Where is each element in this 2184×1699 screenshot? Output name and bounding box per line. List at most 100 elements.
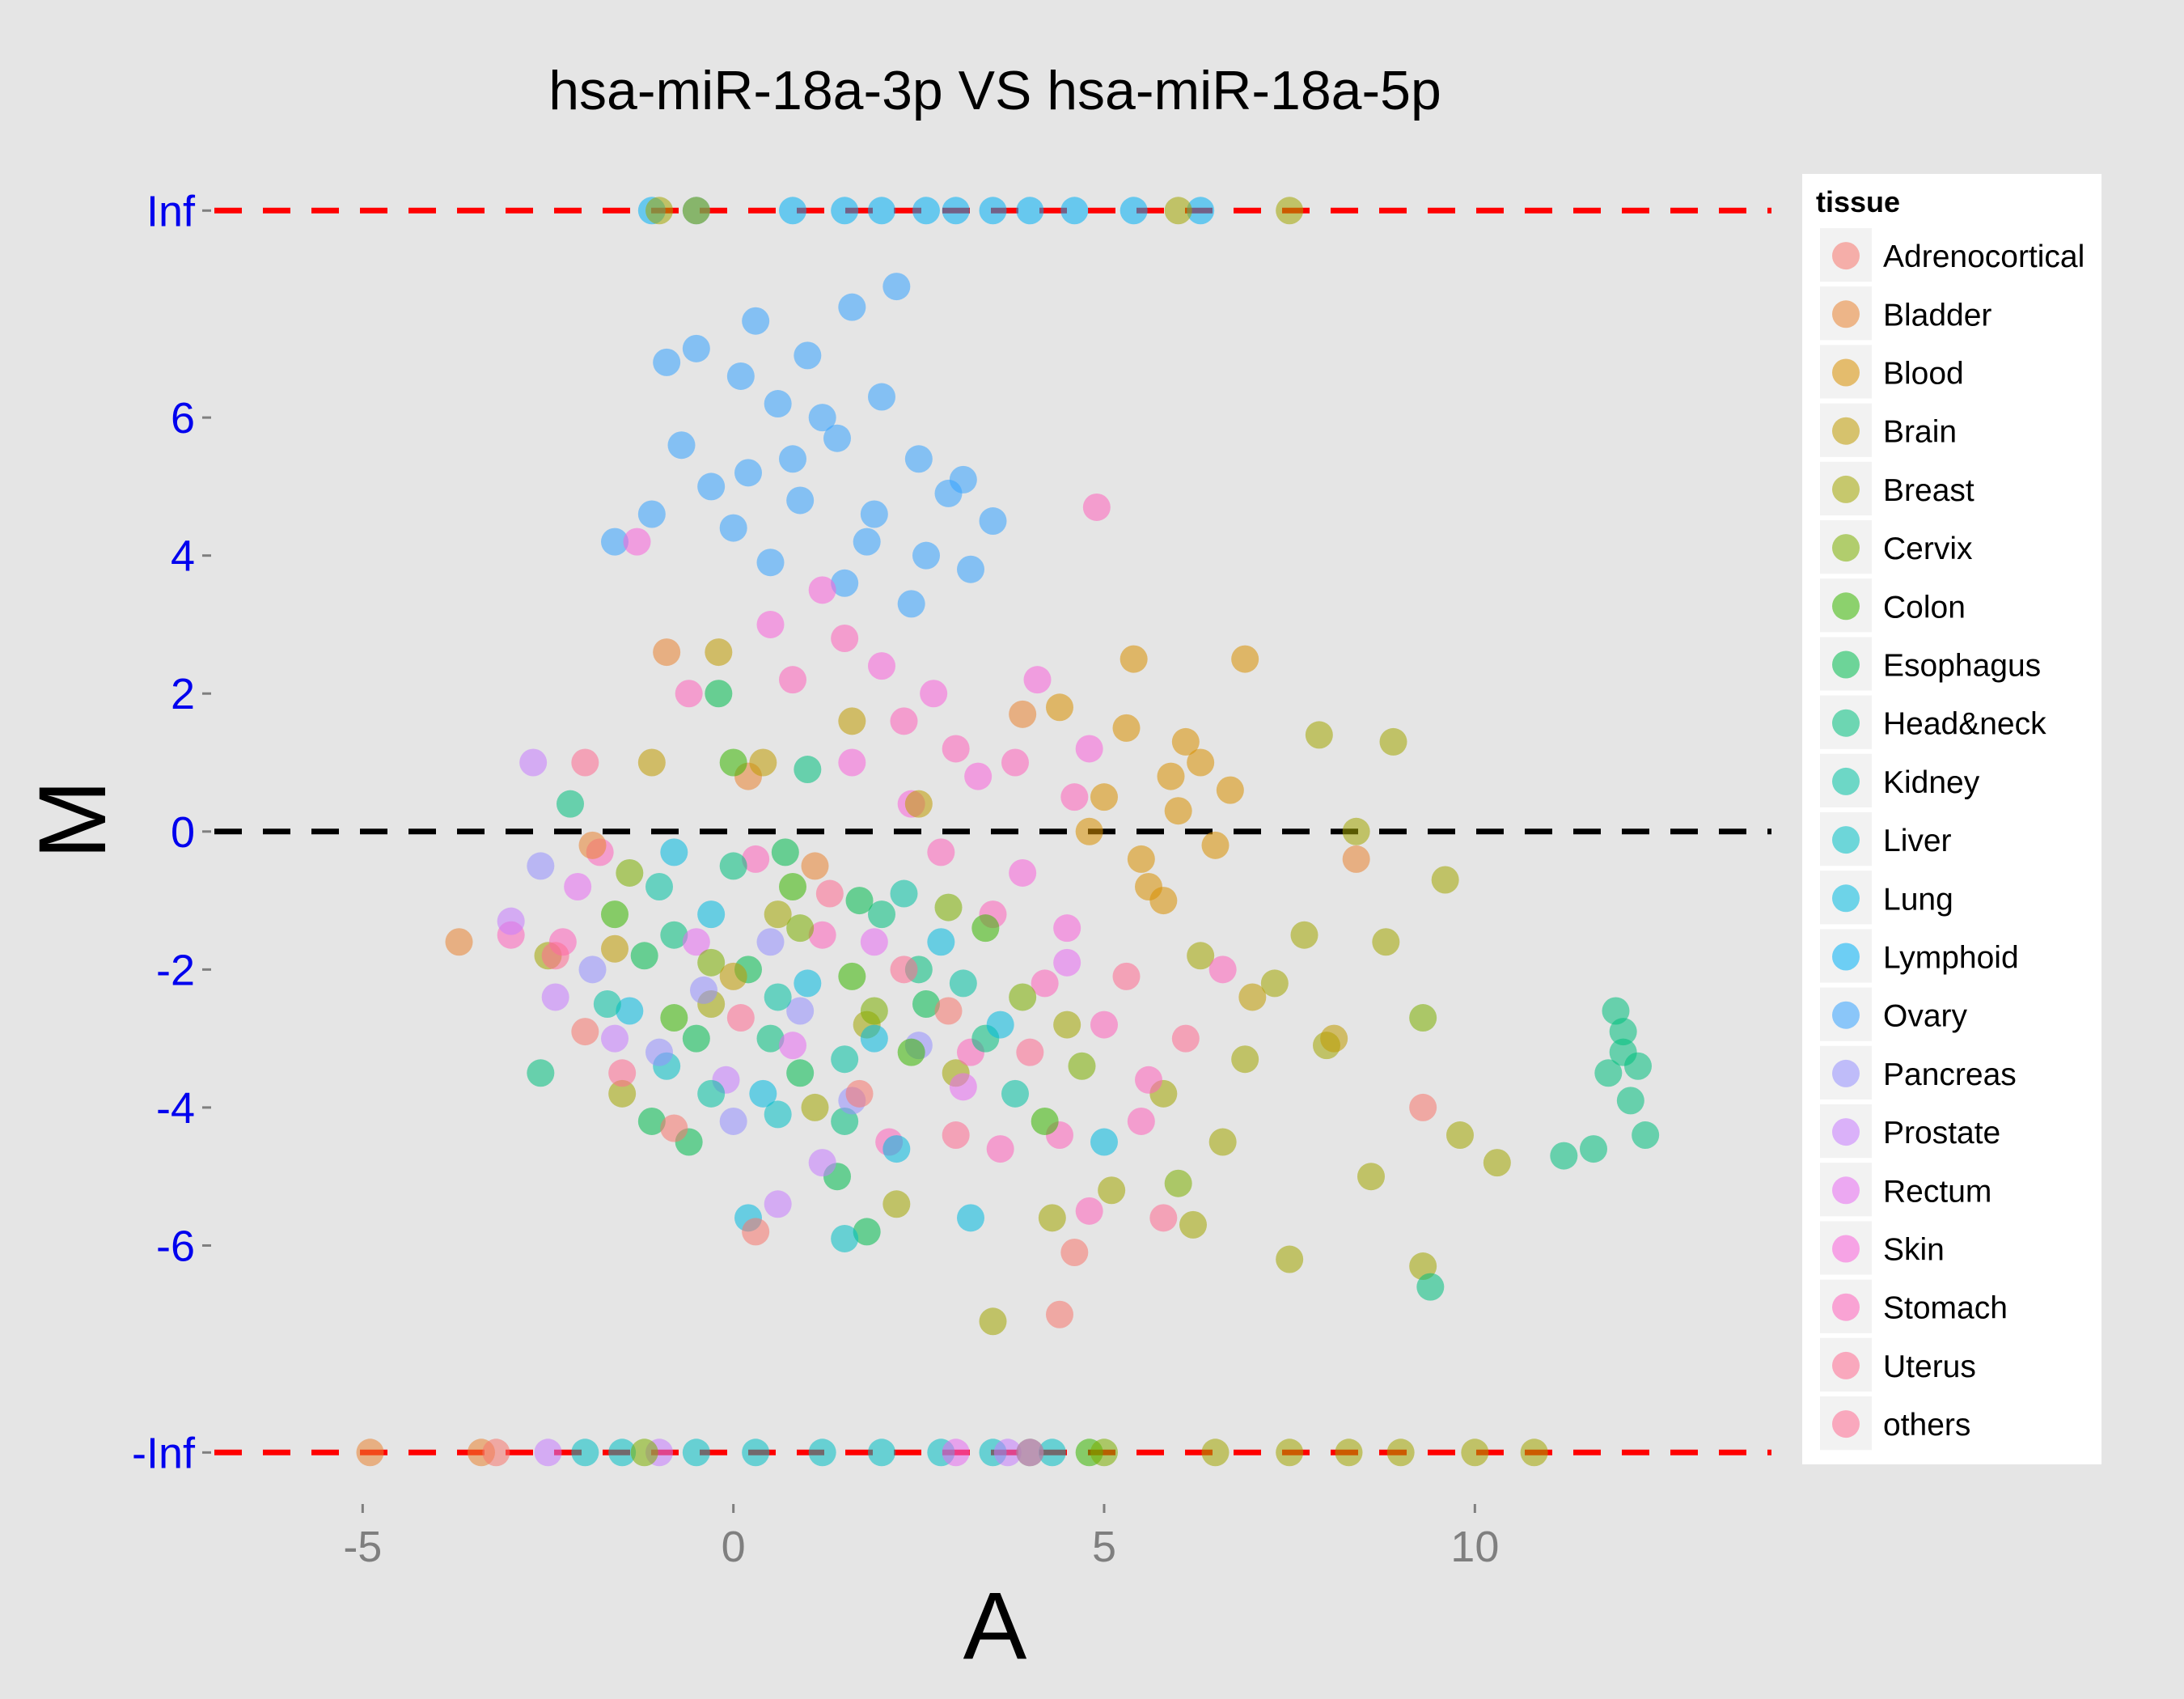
- point-breast-39: [1187, 942, 1215, 970]
- point-prostate-2: [541, 983, 569, 1011]
- legend-swatch-rectum: [1832, 1176, 1860, 1205]
- y-tick-label-6: -4: [156, 1084, 195, 1133]
- point-adrenocortical-6: [1046, 1300, 1073, 1328]
- legend-label-bladder: Bladder: [1883, 298, 1991, 333]
- legend-label-prostate: Prostate: [1883, 1116, 2000, 1150]
- point-ovary-0: [653, 348, 681, 376]
- point-esophagus-9: [771, 838, 799, 866]
- point-colon-1: [779, 873, 806, 901]
- legend-swatch-breast: [1832, 475, 1860, 503]
- point-pancreas-7: [756, 928, 785, 956]
- point-ovary-2: [742, 307, 770, 335]
- point-ovary-12: [786, 486, 815, 515]
- point-stomach-13: [808, 921, 836, 949]
- point-liver-9: [831, 1224, 859, 1252]
- legend-label-lymphoid: Lymphoid: [1883, 941, 2019, 976]
- point-uterus-3: [815, 879, 844, 908]
- point-stomach-9: [1090, 1011, 1118, 1039]
- legend-label-kidney: Kidney: [1883, 765, 1980, 800]
- point-uterus-2: [726, 1004, 755, 1032]
- legend-swatch-kidney: [1832, 767, 1860, 795]
- point-stomach-5: [1060, 783, 1089, 811]
- point-brain-6: [719, 962, 747, 990]
- point-stomach-10: [1135, 1066, 1162, 1094]
- point-uterus-10: [571, 748, 599, 777]
- legend-swatch-bladder: [1832, 300, 1860, 328]
- legend-swatch-esophagus: [1832, 650, 1860, 679]
- point-skin-10: [1009, 858, 1037, 887]
- point-kidney-1: [697, 1079, 726, 1108]
- point-ovary-5: [882, 273, 911, 301]
- point-skin-3: [868, 652, 895, 680]
- point-pancreas-8: [690, 976, 717, 1004]
- x-tick-label-1: 0: [722, 1523, 746, 1571]
- legend-swatch-lung: [1832, 884, 1860, 913]
- legend-swatch-colon: [1832, 592, 1860, 621]
- legend-label-ovary: Ovary: [1883, 999, 1968, 1034]
- point-breast-16: [1305, 721, 1333, 749]
- point-lung-1: [794, 969, 822, 998]
- point-colon-2: [838, 962, 866, 990]
- point-head-neck-2: [1594, 1059, 1623, 1087]
- legend-label-uterus: Uterus: [1883, 1349, 1976, 1384]
- point-colon-7: [601, 900, 629, 929]
- y-tick-label-8: -Inf: [132, 1429, 196, 1477]
- point-ovary-8: [904, 445, 933, 473]
- point-colon-6: [660, 1004, 688, 1032]
- point-cervix-9: [630, 1438, 658, 1467]
- point-brain-5: [601, 934, 629, 963]
- point-blood-14: [1216, 776, 1244, 804]
- point-breast-5: [1276, 1438, 1304, 1467]
- point-rectum-0: [564, 873, 592, 901]
- point-breast-9: [1520, 1438, 1548, 1467]
- legend-swatch-liver: [1832, 826, 1860, 854]
- point-esophagus-1: [786, 1059, 815, 1087]
- point-head-neck-10: [527, 1059, 555, 1087]
- legend-swatch-lymphoid: [1832, 943, 1860, 971]
- point-breast-36: [1053, 1011, 1081, 1039]
- point-prostate-7: [993, 1438, 1022, 1467]
- point-stomach-24: [1082, 493, 1111, 521]
- point-esophagus-11: [705, 680, 733, 708]
- point-adrenocortical-8: [1409, 1093, 1437, 1121]
- y-tick-label-5: -2: [156, 946, 195, 994]
- point-cervix-0: [616, 858, 644, 887]
- point-esophagus-4: [682, 1024, 710, 1053]
- point-ovary-25: [697, 472, 726, 501]
- legend-label-esophagus: Esophagus: [1883, 649, 2041, 684]
- point-kidney-6: [1001, 1079, 1029, 1108]
- point-lung-5: [697, 900, 726, 929]
- point-prostate-0: [519, 748, 548, 777]
- point-stomach-22: [986, 1135, 1014, 1163]
- point-ovary-17: [637, 500, 666, 528]
- data-points: [356, 197, 1660, 1467]
- legend-swatch-adrenocortical: [1832, 242, 1860, 270]
- point-prostate-6: [764, 1190, 792, 1218]
- point-stomach-15: [675, 680, 703, 708]
- point-blood-6: [1075, 817, 1103, 845]
- point-bladder-2: [445, 928, 473, 956]
- point-cervix-7: [1164, 1169, 1192, 1197]
- point-skin-0: [623, 527, 651, 556]
- x-axis-title: A: [963, 1573, 1027, 1680]
- point-lymphoid-4: [868, 197, 895, 225]
- point-breast-3: [1276, 197, 1304, 225]
- point-breast-17: [1379, 727, 1407, 756]
- legend-label-stomach: Stomach: [1883, 1291, 2008, 1326]
- legend-swatch-head-neck: [1832, 709, 1860, 737]
- point-blood-9: [1171, 727, 1200, 756]
- point-liver-0: [571, 1438, 599, 1467]
- point-rectum-2: [779, 1032, 806, 1060]
- point-brain-8: [1320, 1024, 1348, 1053]
- point-breast-6: [1335, 1438, 1363, 1467]
- point-liver-5: [868, 1438, 895, 1467]
- point-cervix-2: [786, 914, 815, 943]
- point-head-neck-11: [557, 790, 584, 818]
- point-pancreas-3: [719, 1107, 747, 1135]
- legend-label-lung: Lung: [1883, 882, 1953, 917]
- point-breast-15: [1431, 866, 1459, 894]
- point-esophagus-10: [853, 1218, 881, 1246]
- point-bladder-6: [1009, 700, 1037, 728]
- point-ovary-22: [831, 569, 859, 597]
- point-kidney-2: [764, 983, 792, 1011]
